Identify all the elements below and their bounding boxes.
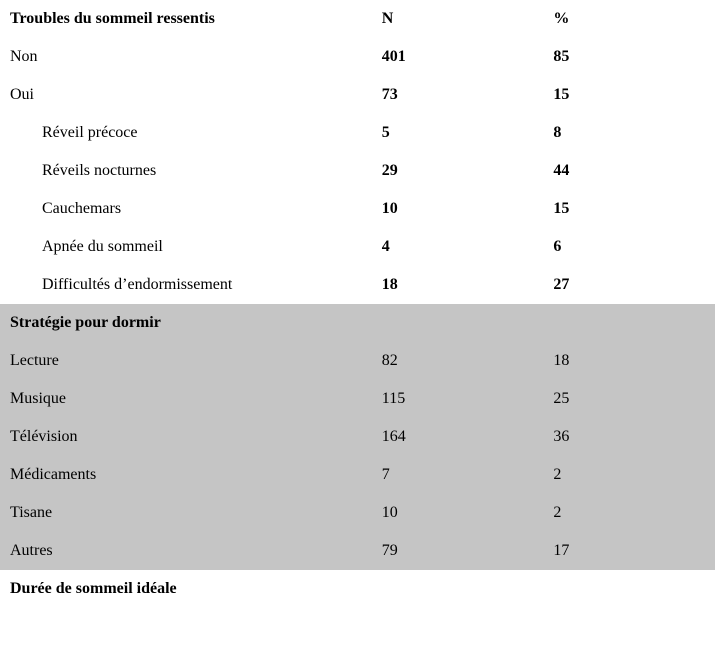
row-p: 2 <box>543 456 715 494</box>
row-p: 15 <box>543 76 715 114</box>
row-p: 25 <box>543 380 715 418</box>
row-n: 10 <box>372 494 544 532</box>
table-row: Non 401 85 <box>0 38 715 76</box>
row-n: 18 <box>372 266 544 304</box>
row-p: 17 <box>543 532 715 570</box>
table-row: Médicaments 7 2 <box>0 456 715 494</box>
row-label: Tisane <box>0 494 372 532</box>
table-row: Télévision 164 36 <box>0 418 715 456</box>
row-label: Réveils nocturnes <box>0 152 372 190</box>
table-row: Cauchemars 10 15 <box>0 190 715 228</box>
blank <box>543 570 715 608</box>
row-n: 73 <box>372 76 544 114</box>
section3-header: Durée de sommeil idéale <box>0 570 715 608</box>
row-label: Autres <box>0 532 372 570</box>
row-label: Apnée du sommeil <box>0 228 372 266</box>
table-row: Autres 79 17 <box>0 532 715 570</box>
row-n: 7 <box>372 456 544 494</box>
section1-title: Troubles du sommeil ressentis <box>0 0 372 38</box>
row-n: 29 <box>372 152 544 190</box>
table-row: Musique 115 25 <box>0 380 715 418</box>
row-label: Cauchemars <box>0 190 372 228</box>
row-n: 5 <box>372 114 544 152</box>
row-n: 82 <box>372 342 544 380</box>
table-row: Réveil précoce 5 8 <box>0 114 715 152</box>
row-label: Oui <box>0 76 372 114</box>
table-row: Lecture 82 18 <box>0 342 715 380</box>
col-header-n: N <box>372 0 544 38</box>
row-p: 27 <box>543 266 715 304</box>
row-label: Lecture <box>0 342 372 380</box>
row-label: Télévision <box>0 418 372 456</box>
row-label: Réveil précoce <box>0 114 372 152</box>
row-p: 36 <box>543 418 715 456</box>
row-n: 164 <box>372 418 544 456</box>
sleep-survey-table: Troubles du sommeil ressentis N % Non 40… <box>0 0 715 608</box>
blank <box>372 304 544 342</box>
row-n: 401 <box>372 38 544 76</box>
row-n: 4 <box>372 228 544 266</box>
blank <box>372 570 544 608</box>
section3-title: Durée de sommeil idéale <box>0 570 372 608</box>
row-p: 44 <box>543 152 715 190</box>
row-p: 6 <box>543 228 715 266</box>
row-label: Médicaments <box>0 456 372 494</box>
row-label: Non <box>0 38 372 76</box>
row-n: 115 <box>372 380 544 418</box>
row-p: 8 <box>543 114 715 152</box>
section1-header: Troubles du sommeil ressentis N % <box>0 0 715 38</box>
table-row: Difficultés d’endormissement 18 27 <box>0 266 715 304</box>
table-row: Réveils nocturnes 29 44 <box>0 152 715 190</box>
row-p: 85 <box>543 38 715 76</box>
col-header-percent: % <box>543 0 715 38</box>
row-label: Difficultés d’endormissement <box>0 266 372 304</box>
row-p: 15 <box>543 190 715 228</box>
row-p: 2 <box>543 494 715 532</box>
row-label: Musique <box>0 380 372 418</box>
section2-header: Stratégie pour dormir <box>0 304 715 342</box>
table-row: Apnée du sommeil 4 6 <box>0 228 715 266</box>
row-n: 10 <box>372 190 544 228</box>
row-p: 18 <box>543 342 715 380</box>
section2-title: Stratégie pour dormir <box>0 304 372 342</box>
row-n: 79 <box>372 532 544 570</box>
table-row: Oui 73 15 <box>0 76 715 114</box>
table-row: Tisane 10 2 <box>0 494 715 532</box>
blank <box>543 304 715 342</box>
